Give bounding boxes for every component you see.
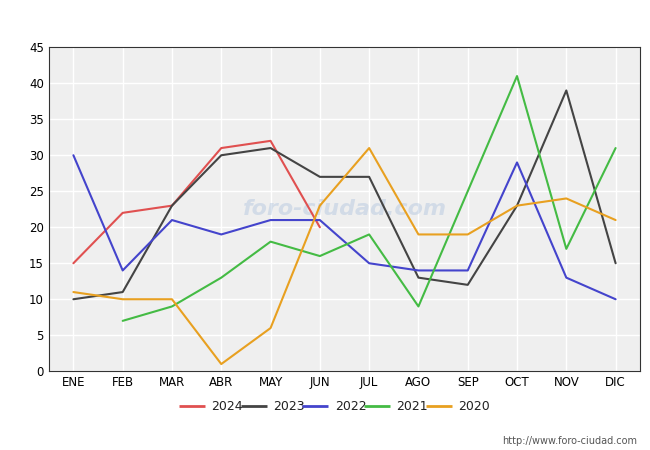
Text: 2023: 2023 <box>273 400 305 413</box>
Text: 2021: 2021 <box>396 400 428 413</box>
Text: http://www.foro-ciudad.com: http://www.foro-ciudad.com <box>502 436 637 446</box>
Text: 2024: 2024 <box>211 400 243 413</box>
Text: 2022: 2022 <box>335 400 367 413</box>
Text: 2020: 2020 <box>458 400 490 413</box>
Text: foro-ciudad.com: foro-ciudad.com <box>242 199 447 219</box>
Text: Matriculaciones de Vehiculos en La Mojonera: Matriculaciones de Vehiculos en La Mojon… <box>144 14 506 29</box>
